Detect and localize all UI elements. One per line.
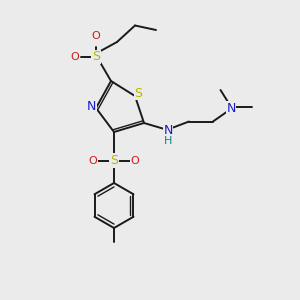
Text: S: S: [135, 86, 142, 100]
Text: O: O: [88, 155, 98, 166]
Text: N: N: [226, 101, 236, 115]
Text: O: O: [92, 31, 100, 41]
Text: O: O: [130, 155, 140, 166]
Text: O: O: [70, 52, 80, 62]
Text: N: N: [163, 124, 173, 137]
Text: S: S: [92, 50, 100, 64]
Text: S: S: [110, 154, 118, 167]
Text: N: N: [87, 100, 96, 113]
Text: H: H: [164, 136, 172, 146]
